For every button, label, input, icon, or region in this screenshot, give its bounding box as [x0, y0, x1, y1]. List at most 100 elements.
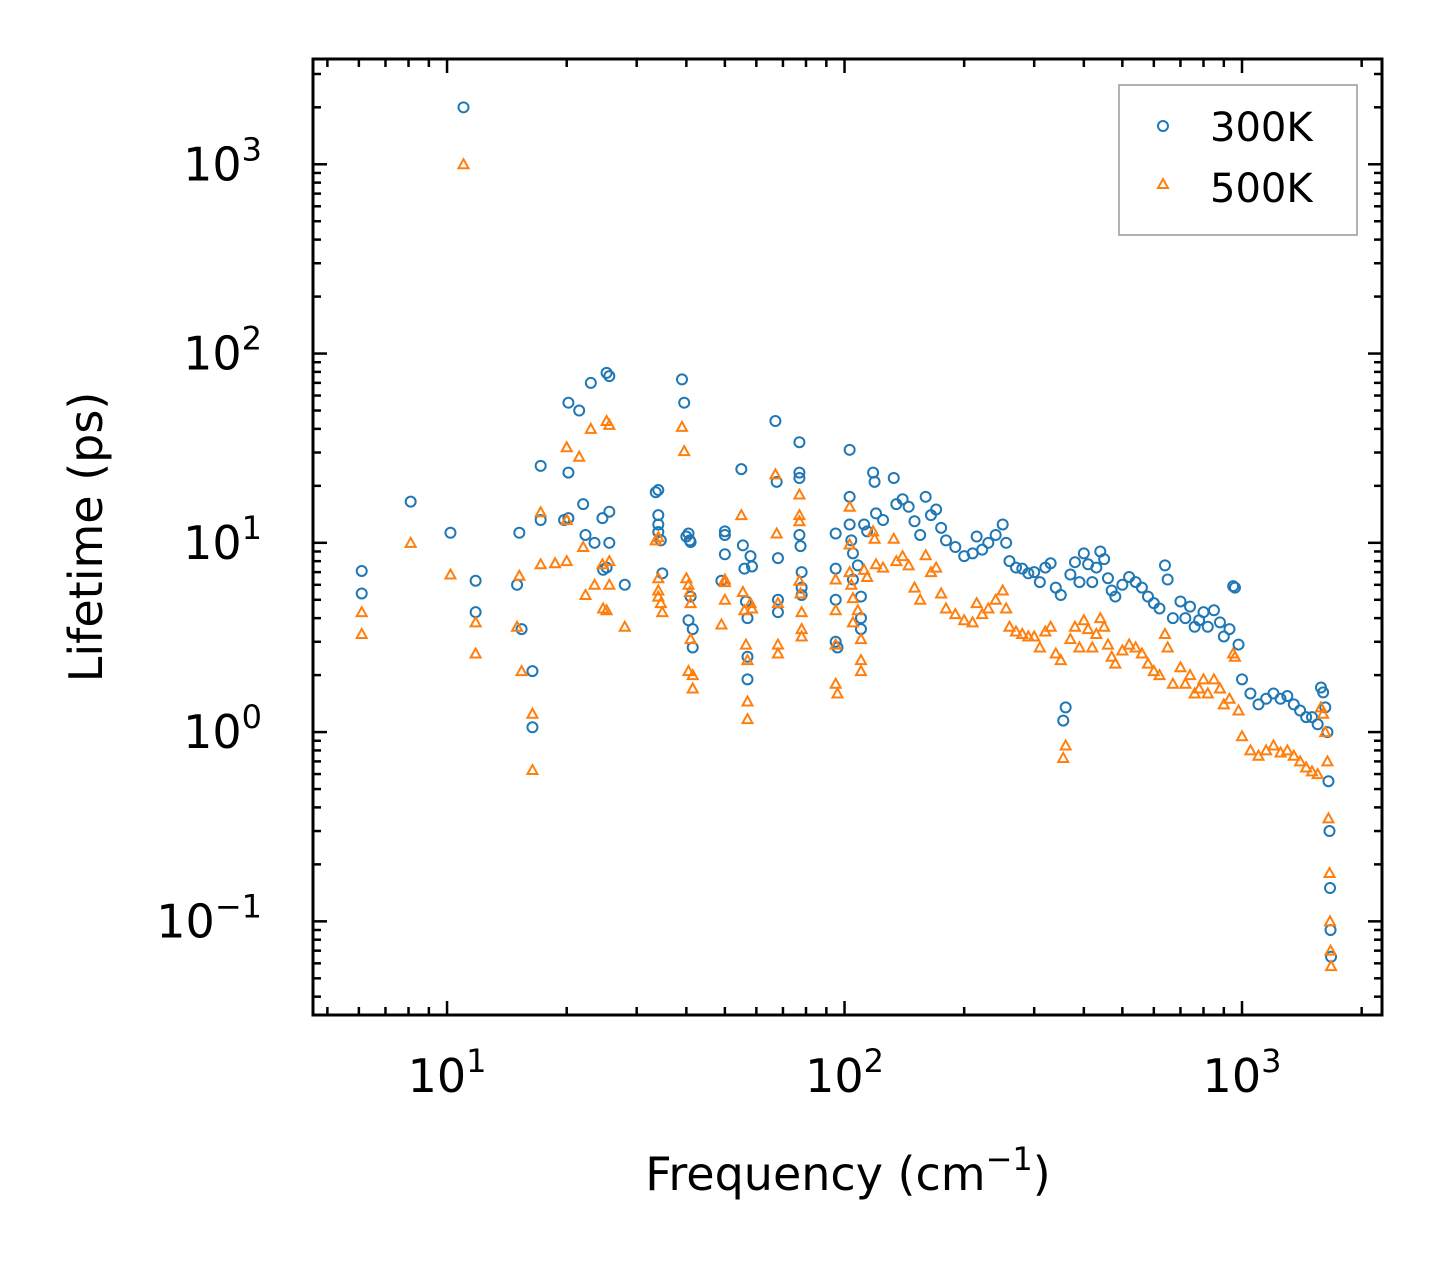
point-500K-141 — [1128, 640, 1143, 653]
point-500K-70 — [793, 586, 808, 599]
legend-label-300k: 300K — [1210, 105, 1314, 151]
point-300K-113 — [996, 518, 1009, 531]
point-500K-58 — [740, 712, 755, 725]
point-300K-138 — [1109, 590, 1122, 603]
point-300K-109 — [970, 530, 983, 543]
y-tick-label: 10−1 — [156, 887, 262, 948]
point-300K-150 — [1179, 612, 1192, 625]
point-300K-135 — [1098, 553, 1111, 566]
point-300K-120 — [1033, 576, 1046, 589]
point-500K-161 — [1228, 649, 1242, 662]
point-500K-158 — [1217, 697, 1231, 710]
point-300K-52 — [735, 463, 748, 476]
point-500K-173 — [1305, 764, 1319, 777]
point-500K-16 — [560, 512, 574, 525]
point-500K-71 — [794, 605, 809, 618]
point-500K-169 — [1280, 743, 1295, 756]
point-500K-130 — [1077, 613, 1091, 626]
point-300K-93 — [870, 507, 883, 520]
point-500K-2 — [403, 535, 418, 548]
point-500K-66 — [792, 487, 807, 500]
point-300K-148 — [1166, 612, 1179, 625]
point-300K-62 — [770, 475, 783, 488]
point-300K-23 — [596, 512, 609, 525]
point-500K-48 — [714, 617, 729, 630]
point-300K-172 — [1300, 711, 1313, 724]
point-300K-31 — [649, 486, 662, 499]
point-300K-118 — [1022, 567, 1035, 580]
point-300K-142 — [1135, 581, 1148, 594]
y-tick-label: 100 — [183, 698, 262, 759]
point-500K-107 — [957, 613, 971, 626]
point-500K-94 — [876, 560, 890, 573]
point-500K-113 — [996, 583, 1010, 596]
point-300K-35 — [652, 526, 665, 539]
point-500K-147 — [1160, 640, 1175, 653]
point-500K-50 — [718, 592, 732, 605]
point-300K-18 — [573, 404, 586, 417]
point-300K-101 — [919, 490, 932, 503]
point-300K-164 — [1244, 687, 1257, 700]
point-300K-89 — [858, 518, 871, 531]
point-300K-30 — [618, 578, 631, 591]
point-300K-104 — [935, 521, 948, 534]
point-500K-131 — [1081, 622, 1095, 635]
point-500K-138 — [1108, 656, 1123, 669]
point-500K-15 — [560, 440, 574, 453]
point-300K-68 — [793, 472, 806, 485]
point-300K-54 — [738, 562, 751, 575]
point-300K-159 — [1223, 623, 1236, 636]
point-500K-134 — [1093, 611, 1107, 624]
point-300K-158 — [1217, 630, 1230, 643]
point-300K-145 — [1153, 602, 1166, 615]
y-tick-label: 103 — [183, 130, 262, 191]
point-500K-63 — [771, 596, 785, 609]
point-500K-33 — [651, 571, 666, 584]
point-300K-161 — [1228, 581, 1241, 594]
point-500K-19 — [576, 539, 590, 553]
point-500K-90 — [860, 569, 874, 582]
point-300K-25 — [603, 370, 616, 383]
point-300K-9 — [515, 623, 528, 636]
point-300K-176 — [1317, 686, 1330, 699]
point-500K-174 — [1310, 767, 1325, 780]
point-300K-137 — [1105, 584, 1118, 597]
point-500K-68 — [792, 514, 807, 527]
point-300K-133 — [1090, 561, 1103, 574]
y-tick-label: 102 — [183, 320, 262, 381]
point-500K-77 — [828, 676, 843, 689]
point-300K-168 — [1274, 692, 1287, 705]
point-500K-55 — [739, 637, 753, 650]
point-500K-132 — [1085, 640, 1099, 653]
point-500K-73 — [794, 629, 809, 642]
point-500K-176 — [1316, 706, 1330, 719]
point-500K-7 — [510, 619, 524, 632]
point-500K-178 — [1320, 754, 1335, 767]
point-500K-129 — [1072, 640, 1087, 653]
point-300K-53 — [736, 539, 749, 552]
point-500K-38 — [675, 419, 689, 432]
point-300K-12 — [534, 459, 547, 472]
point-500K-37 — [655, 605, 670, 618]
point-500K-119 — [1027, 629, 1041, 642]
point-300K-43 — [684, 535, 697, 548]
point-300K-34 — [652, 518, 665, 531]
point-500K-106 — [948, 607, 963, 620]
point-500K-105 — [939, 601, 953, 614]
point-300K-49 — [718, 525, 731, 538]
point-500K-109 — [969, 596, 984, 609]
point-500K-49 — [718, 572, 732, 585]
point-300K-63 — [771, 552, 784, 565]
point-500K-120 — [1033, 640, 1047, 653]
point-500K-162 — [1231, 703, 1246, 716]
point-300K-66 — [793, 436, 806, 449]
point-300K-67 — [793, 466, 806, 479]
point-300K-112 — [989, 528, 1002, 541]
point-500K-88 — [854, 664, 868, 677]
point-300K-70 — [794, 540, 807, 553]
point-500K-114 — [999, 601, 1013, 614]
point-500K-179 — [1321, 811, 1336, 824]
point-500K-157 — [1213, 681, 1227, 694]
point-300K-19 — [577, 498, 590, 511]
point-500K-150 — [1178, 676, 1193, 689]
